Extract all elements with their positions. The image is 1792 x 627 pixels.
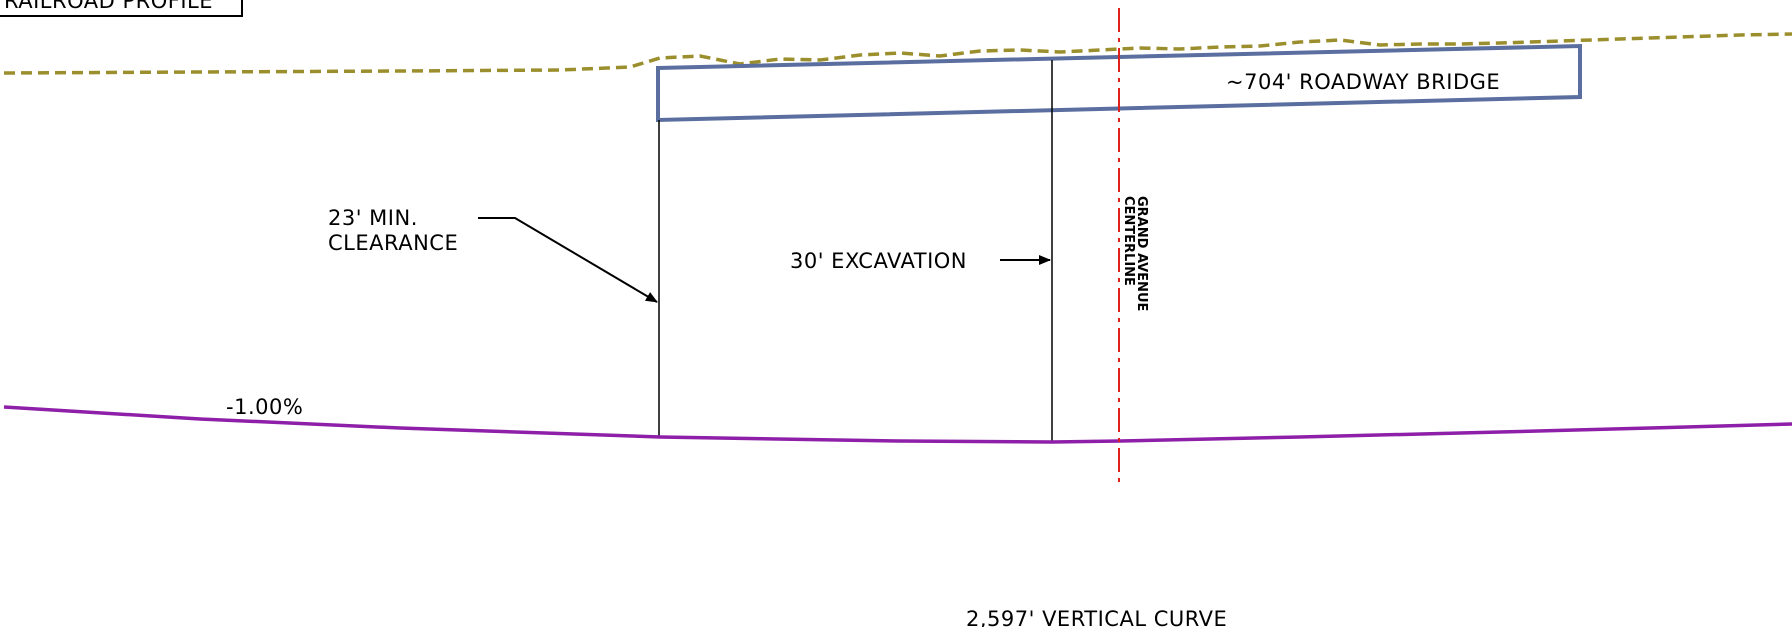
existing-ground-line — [3, 32, 1792, 75]
clearance-label-line1: 23' MIN. — [328, 206, 418, 230]
roadway-bridge — [656, 43, 1582, 123]
centerline-label-line1: GRAND AVENUE — [1134, 196, 1149, 311]
excavation-label: 30' EXCAVATION — [790, 249, 967, 273]
clearance-label-line2: CLEARANCE — [328, 231, 458, 255]
clearance-leader-arrow — [478, 217, 658, 303]
profile-grade-line — [3, 405, 1792, 444]
clearance-callout: 23' MIN. CLEARANCE — [328, 206, 658, 303]
title-box-frame — [0, 0, 243, 17]
centerline-label-line2: CENTERLINE — [1121, 196, 1136, 286]
title-box: RAILROAD PROFILE — [0, 0, 243, 17]
bridge-label: ~704' ROADWAY BRIDGE — [1226, 70, 1500, 94]
bridge-inner-dash — [661, 49, 1577, 117]
vertical-curve-label: 2,597' VERTICAL CURVE — [966, 607, 1227, 627]
centerline-label: GRAND AVENUE CENTERLINE — [1121, 196, 1149, 311]
grade-label: -1.00% — [226, 395, 303, 419]
excavation-callout: 30' EXCAVATION — [790, 249, 1051, 273]
bridge-outline — [656, 43, 1582, 123]
title-box-label: RAILROAD PROFILE — [4, 0, 213, 13]
